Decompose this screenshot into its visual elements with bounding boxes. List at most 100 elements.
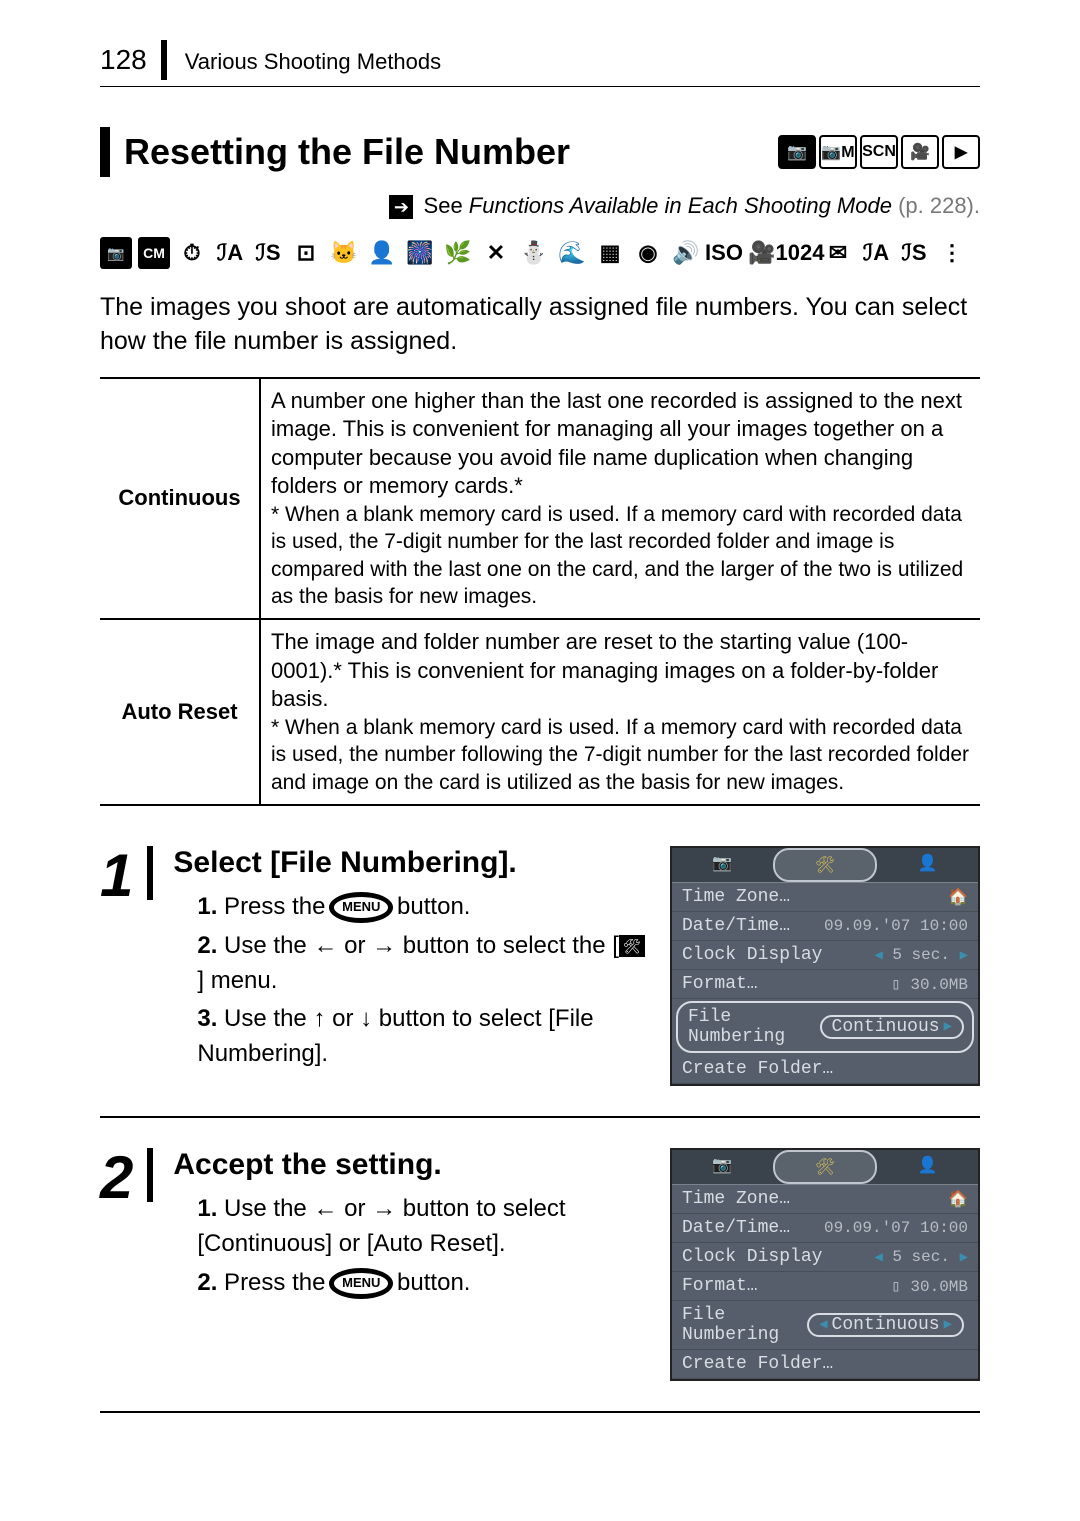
lcd-row: Time Zone… 🏠 (672, 1185, 978, 1214)
mode-strip-icon: ✕ (480, 237, 512, 269)
lcd-row: Clock Display ◀ 5 sec. ▶ (672, 1243, 978, 1272)
mode-strip-icon: ℐA (214, 237, 246, 269)
shooting-mode-strip: 📷CM⏱ℐAℐS⊡🐱👤🎆🌿✕⛄🌊▦◉🔊ISO🎥1024✉ℐAℐS⋮ (100, 237, 980, 269)
lcd-key: File Numbering (682, 1305, 807, 1345)
lcd-tab: 🛠 (773, 1150, 878, 1184)
mode-strip-icon: ℐS (898, 237, 930, 269)
mode-strip-icon: 🔊 (670, 237, 702, 269)
lcd-key: Create Folder… (682, 1059, 833, 1079)
lcd-key: Clock Display (682, 1247, 822, 1267)
intro-text: The images you shoot are automatically a… (100, 291, 980, 359)
mode-strip-icon: 🌊 (556, 237, 588, 269)
lcd-row: Format… ▯ 30.0MB (672, 970, 978, 999)
mode-strip-icon: ✉ (822, 237, 854, 269)
mode-strip-icon: 🎆 (404, 237, 436, 269)
lcd-row: Date/Time… 09.09.'07 10:00 (672, 1214, 978, 1243)
step-title: Accept the setting. (173, 1148, 650, 1182)
lcd-key: Format… (682, 1276, 758, 1296)
mode-strip-icon: 📷 (100, 237, 132, 269)
lcd-value: ▯ 30.0MB (891, 974, 968, 994)
mode-label: Continuous (100, 378, 260, 620)
mode-label: Auto Reset (100, 619, 260, 805)
lcd-row: Format… ▯ 30.0MB (672, 1272, 978, 1301)
page-header: 128 Various Shooting Methods (100, 40, 980, 87)
lcd-key: Date/Time… (682, 916, 790, 936)
page-number: 128 (100, 40, 167, 80)
step-item: 2. Press the MENU button. (197, 1266, 650, 1301)
mode-strip-icon: ⋮ (936, 237, 968, 269)
step-item: 3. Use the ↑ or ↓ button to select [File… (197, 1002, 650, 1072)
mode-icon: ▶ (942, 135, 980, 169)
step-title: Select [File Numbering]. (173, 846, 650, 880)
instruction-step: 1 Select [File Numbering]. 1. Press the ME… (100, 846, 980, 1118)
lcd-tab: 👤 (877, 1150, 978, 1184)
mode-strip-icon: ⏱ (176, 237, 208, 269)
camera-lcd: 📷🛠👤Time Zone…🏠Date/Time…09.09.'07 10:00C… (670, 846, 980, 1086)
mode-strip-icon: ◉ (632, 237, 664, 269)
mode-description: The image and folder number are reset to… (260, 619, 980, 805)
mode-strip-icon: 🐱 (328, 237, 360, 269)
lcd-tab: 📷 (672, 1150, 773, 1184)
see-text: Functions Available in Each Shooting Mod… (469, 193, 892, 218)
mode-strip-icon: 1024 (784, 237, 816, 269)
lcd-tab: 🛠 (773, 848, 878, 882)
lcd-key: Format… (682, 974, 758, 994)
step-item: 1. Press the MENU button. (197, 890, 650, 925)
mode-strip-icon: ℐS (252, 237, 284, 269)
mode-strip-icon: ISO (708, 237, 740, 269)
lcd-value: ◀ 5 sec. ▶ (874, 1248, 968, 1266)
page-title: Resetting the File Number (124, 131, 570, 173)
mode-icon: 📷M (819, 135, 857, 169)
mode-icon: SCN (860, 135, 898, 169)
section-label: Various Shooting Methods (167, 49, 441, 75)
see-prefix: See (424, 193, 469, 218)
wrench-icon: 🛠 (619, 935, 645, 957)
lcd-value: 09.09.'07 10:00 (824, 917, 968, 935)
mode-strip-icon: 🎥 (746, 237, 778, 269)
mode-strip-icon: ▦ (594, 237, 626, 269)
arrow-icon: ➔ (389, 195, 413, 219)
lcd-key: File Numbering (688, 1007, 820, 1047)
lcd-key: Date/Time… (682, 1218, 790, 1238)
instruction-step: 2 Accept the setting. 1. Use the ← or → bu… (100, 1148, 980, 1413)
lcd-row: File NumberingContinuous ▶ (676, 1001, 974, 1053)
modes-table: ContinuousA number one higher than the l… (100, 377, 980, 806)
step-item: 2. Use the ← or → button to select the [… (197, 929, 650, 999)
see-reference: ➔ See Functions Available in Each Shooti… (100, 193, 980, 219)
lcd-row: Clock Display ◀ 5 sec. ▶ (672, 941, 978, 970)
step-number: 1 (100, 846, 153, 900)
lcd-row: Create Folder… (672, 1350, 978, 1379)
mode-strip-icon: CM (138, 237, 170, 269)
lcd-row: File Numbering◀Continuous▶ (672, 1301, 978, 1350)
lcd-key: Time Zone… (682, 1189, 790, 1209)
lcd-tab: 📷 (672, 848, 773, 882)
step-number: 2 (100, 1148, 153, 1202)
see-page: (p. 228). (892, 193, 980, 218)
lcd-value: Continuous ▶ (820, 1015, 964, 1039)
mode-strip-icon: 👤 (366, 237, 398, 269)
lcd-value: 🏠 (948, 1189, 968, 1209)
mode-icon: 📷 (778, 135, 816, 169)
mode-strip-icon: ⊡ (290, 237, 322, 269)
lcd-tab: 👤 (877, 848, 978, 882)
step-item: 1. Use the ← or → button to select [Cont… (197, 1192, 650, 1262)
lcd-value: ▯ 30.0MB (891, 1276, 968, 1296)
mode-strip-icon: ⛄ (518, 237, 550, 269)
lcd-row: Create Folder… (672, 1055, 978, 1084)
camera-lcd: 📷🛠👤Time Zone…🏠Date/Time…09.09.'07 10:00C… (670, 1148, 980, 1381)
lcd-key: Clock Display (682, 945, 822, 965)
mode-icon: 🎥 (901, 135, 939, 169)
mode-icons: 📷📷MSCN🎥▶ (778, 135, 980, 169)
mode-description: A number one higher than the last one re… (260, 378, 980, 620)
menu-button-icon: MENU (332, 1271, 390, 1296)
title-row: Resetting the File Number 📷📷MSCN🎥▶ (100, 127, 980, 177)
lcd-value: 09.09.'07 10:00 (824, 1219, 968, 1237)
lcd-row: Date/Time… 09.09.'07 10:00 (672, 912, 978, 941)
lcd-key: Time Zone… (682, 887, 790, 907)
menu-button-icon: MENU (332, 895, 390, 920)
lcd-row: Time Zone…🏠 (672, 883, 978, 912)
lcd-key: Create Folder… (682, 1354, 833, 1374)
lcd-value: ◀ 5 sec. ▶ (874, 946, 968, 964)
lcd-value: ◀Continuous▶ (807, 1313, 964, 1337)
mode-strip-icon: 🌿 (442, 237, 474, 269)
